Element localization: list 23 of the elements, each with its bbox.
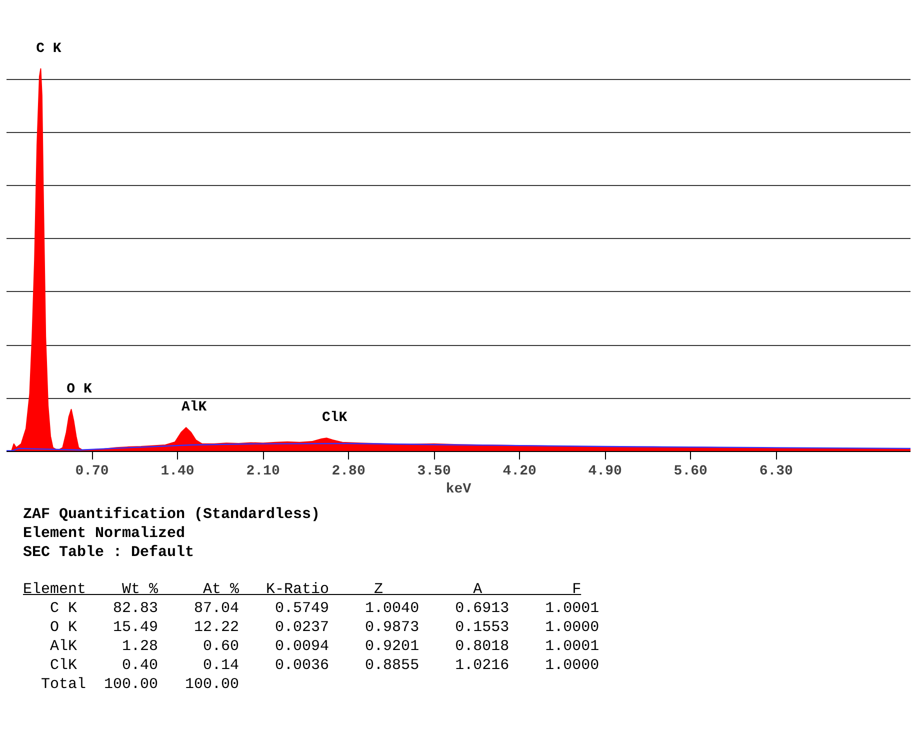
annotation: ClK [322,410,348,426]
text: AlK 1.28 0.60 0.0094 0.9201 0.8018 1.0001 [49,637,600,656]
text: Element Normalized [23,524,186,543]
x-tick-label: 6.30 [759,464,793,480]
x-tick-label: 5.60 [674,464,708,480]
x-tick-label: 2.10 [246,464,280,480]
text: C K 82.83 87.04 0.5749 1.0040 0.6913 1.0001 [49,599,600,618]
text: Total 100.00 100.00 [40,675,240,694]
x-tick-label: 1.40 [160,464,194,480]
text: O K 15.49 12.22 0.0237 0.9873 0.1553 1.0000 [49,618,600,637]
text: Element Wt % At % K-Ratio Z A F [23,580,582,599]
x-axis-title: keV [446,482,472,498]
x-tick-label: 0.70 [75,464,109,480]
annotation: C K [36,40,62,57]
x-tick-label: 3.50 [417,464,451,480]
annotation: AlK [181,400,208,416]
x-tick-label: 4.90 [588,464,622,480]
text: SEC Table : Default [23,543,196,562]
x-tick-label: 2.80 [332,464,366,480]
text: ZAF Quantification (Standardless) [23,505,322,524]
annotation: O K [66,381,92,398]
text: ClK 0.40 0.14 0.0036 0.8855 1.0216 1.0000 [49,656,600,675]
x-tick-label: 4.20 [502,464,536,480]
